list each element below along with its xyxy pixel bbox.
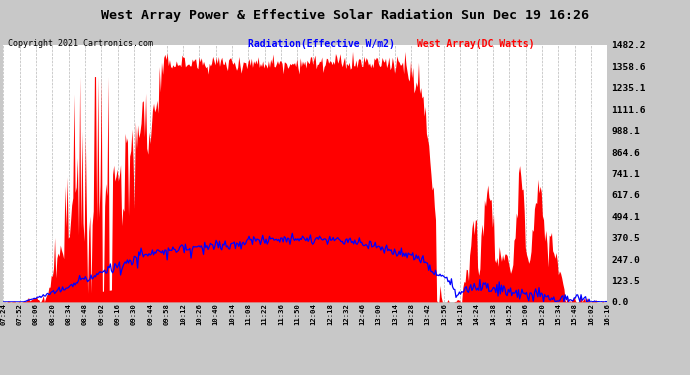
Text: Copyright 2021 Cartronics.com: Copyright 2021 Cartronics.com: [8, 39, 153, 48]
Text: West Array Power & Effective Solar Radiation Sun Dec 19 16:26: West Array Power & Effective Solar Radia…: [101, 9, 589, 22]
Text: West Array(DC Watts): West Array(DC Watts): [417, 39, 535, 50]
Text: Radiation(Effective W/m2): Radiation(Effective W/m2): [248, 39, 395, 50]
